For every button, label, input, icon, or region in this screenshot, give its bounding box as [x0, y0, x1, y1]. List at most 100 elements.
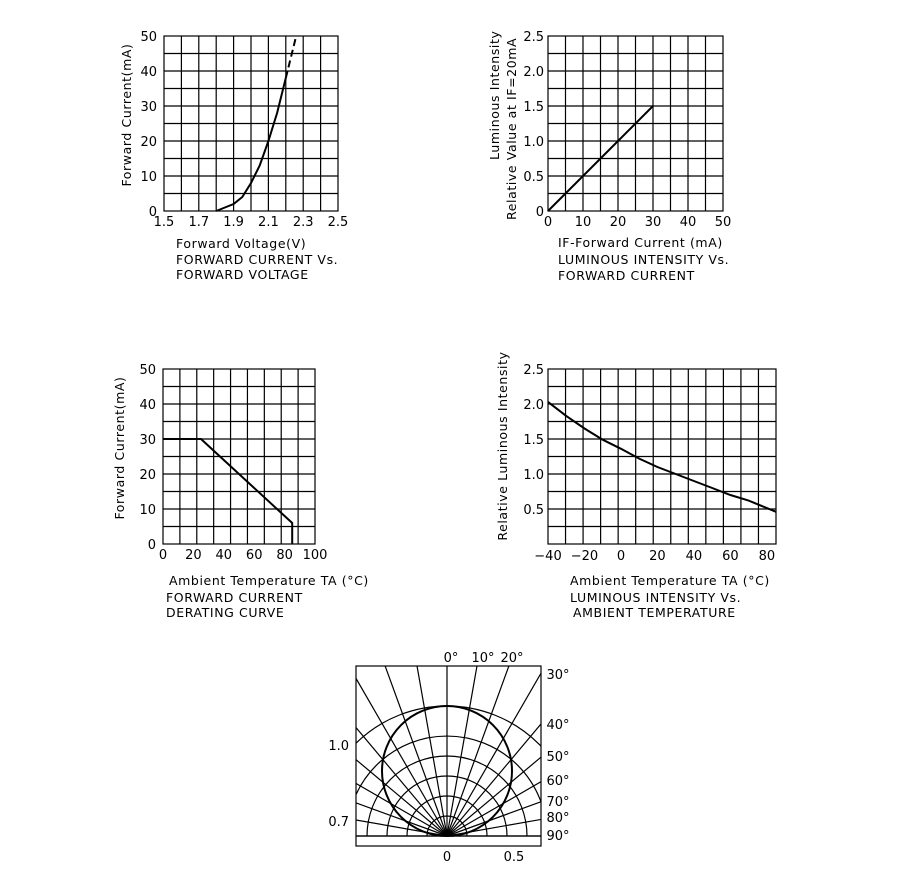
x-tick-label: 0: [617, 549, 625, 564]
x-tick-label: 2.1: [258, 215, 279, 230]
chart1-ylabel: Forward Current(mA): [119, 43, 134, 186]
y-tick-label: 10: [140, 170, 157, 185]
chart1-grid: [163, 35, 339, 212]
y-tick-label: 0: [148, 538, 156, 553]
y-tick-label: 1.0: [523, 468, 544, 483]
chart3-ylabel: Forward Current(mA): [112, 376, 127, 519]
chart3-caption-line2: DERATING CURVE: [166, 605, 284, 620]
chart2-caption-line1: LUMINOUS INTENSITY Vs.: [558, 252, 729, 267]
chart4-caption-line2: AMBIENT TEMPERATURE: [573, 605, 736, 620]
x-tick-label: 1.9: [223, 215, 244, 230]
y-tick-label: 2.0: [523, 398, 544, 413]
chart2-ylabel: Relative Value at IF=20mA: [504, 38, 519, 220]
x-tick-label: 60: [246, 548, 263, 563]
y-tick-label: 50: [140, 30, 157, 45]
chart2-xlabel: IF-Forward Current (mA): [558, 235, 723, 250]
y-tick-label: 40: [139, 398, 156, 413]
polar-angle-ray: [416, 666, 448, 837]
polar-angle-ray: [446, 756, 541, 837]
y-tick-label: 10: [139, 503, 156, 518]
polar-angle-ray: [356, 802, 448, 837]
polar-angle-label: 80°: [546, 811, 569, 826]
polar-bottom-label: 0.5: [504, 850, 525, 865]
y-tick-label: 0.5: [523, 503, 544, 518]
x-tick-label: 10: [575, 215, 592, 230]
x-tick-label: −20: [571, 549, 598, 564]
polar-pattern-curve: [381, 705, 513, 837]
chart2-x-ticks: 0 10 20 30 40 50: [544, 215, 731, 230]
polar-angle-ray: [446, 781, 541, 837]
polar-angle-label: 60°: [546, 774, 569, 789]
y-tick-label: 1.5: [523, 433, 544, 448]
chart-luminous-intensity-vs-temperature: 0.5 1.0 1.5 2.0 2.5 −40 −20 0 20 40 60 80 Relative…: [495, 351, 777, 620]
series-line: [284, 35, 298, 79]
y-tick-label: 40: [140, 65, 157, 80]
polar-angle-ray: [446, 666, 510, 837]
polar-angle-ray: [446, 723, 541, 837]
chart2-grid: [547, 35, 724, 212]
polar-angle-ray: [356, 819, 448, 837]
chart4-y-ticks: 0.5 1.0 1.5 2.0 2.5: [523, 363, 544, 518]
chart4-grid: [547, 368, 777, 545]
chart3-caption-line1: FORWARD CURRENT: [166, 590, 303, 605]
x-tick-label: 0: [544, 215, 552, 230]
polar-angle-ray: [356, 758, 448, 837]
polar-angle-ray: [356, 677, 448, 837]
chart-forward-current-vs-voltage: 0 10 20 30 40 50 1.5 1.7 1.9 2.1 2.3 2.5 Forward C…: [119, 30, 348, 282]
polar-frame: [355, 665, 542, 847]
polar-angle-ray: [446, 818, 541, 837]
polar-angle-ray: [356, 782, 448, 837]
x-tick-label: 30: [645, 215, 662, 230]
y-tick-label: 0.5: [523, 170, 544, 185]
x-tick-label: 2.5: [328, 215, 349, 230]
x-tick-label: 20: [610, 215, 627, 230]
y-tick-label: 30: [140, 100, 157, 115]
x-tick-label: 40: [680, 215, 697, 230]
chart3-grid: [162, 368, 316, 545]
chart1-series: [215, 35, 298, 212]
polar-left-label: 1.0: [328, 739, 349, 754]
y-tick-label: 20: [140, 135, 157, 150]
y-tick-label: 20: [139, 468, 156, 483]
polar-angle-label: 90°: [546, 829, 569, 844]
chart4-caption-line1: LUMINOUS INTENSITY Vs.: [570, 590, 741, 605]
x-tick-label: 80: [276, 548, 293, 563]
chart1-y-ticks: 0 10 20 30 40 50: [140, 30, 157, 220]
polar-angle-label: 40°: [546, 718, 569, 733]
y-tick-label: 50: [139, 363, 156, 378]
chart3-series: [163, 438, 294, 544]
x-tick-label: −40: [534, 549, 561, 564]
x-tick-label: 40: [216, 548, 233, 563]
polar-angle-label: 0°: [444, 651, 459, 666]
chart2-caption-line2: FORWARD CURRENT: [558, 268, 695, 283]
x-tick-label: 100: [303, 548, 328, 563]
polar-angle-label: 10°: [471, 651, 494, 666]
y-tick-label: 1.0: [523, 135, 544, 150]
polar-labels: 0° 10° 20° 30° 40° 50° 60° 70°80° 90° 1.0 0.7 0 0.5: [328, 651, 569, 865]
series-line: [547, 401, 777, 513]
chart2-ylabel2: Luminous Intensity: [487, 30, 502, 160]
x-tick-label: 40: [686, 549, 703, 564]
x-tick-label: 0: [159, 548, 167, 563]
chart1-x-ticks: 1.5 1.7 1.9 2.1 2.3 2.5: [154, 215, 349, 230]
y-tick-label: 2.5: [523, 363, 544, 378]
x-tick-label: 20: [649, 549, 666, 564]
x-tick-label: 1.7: [188, 215, 209, 230]
y-tick-label: 2.5: [523, 30, 544, 45]
polar-angle-ray: [356, 726, 448, 837]
polar-angle-ray: [384, 666, 448, 837]
series-line: [547, 105, 654, 212]
chart2-series: [547, 105, 654, 212]
chart3-x-ticks: 0 20 40 60 80 100: [159, 548, 328, 563]
chart4-x-ticks: −40 −20 0 20 40 60 80: [534, 549, 775, 564]
polar-angle-label: 20°: [500, 651, 523, 666]
chart-radiation-diagram: 0° 10° 20° 30° 40° 50° 60° 70°80° 90° 1.0 0.7 0 0.5: [328, 651, 569, 865]
polar-angle-label: 50°: [546, 750, 569, 765]
chart-luminous-intensity-vs-current: 0 0.5 1.0 1.5 2.0 2.5 0 10 20 30 40 50 Luminous In…: [487, 30, 731, 283]
chart1-caption-line1: FORWARD CURRENT Vs.: [176, 252, 338, 267]
x-tick-label: 60: [722, 549, 739, 564]
chart1-caption-line2: FORWARD VOLTAGE: [176, 267, 309, 282]
chart1-xlabel: Forward Voltage(V): [176, 236, 306, 251]
polar-pattern: [381, 705, 513, 837]
